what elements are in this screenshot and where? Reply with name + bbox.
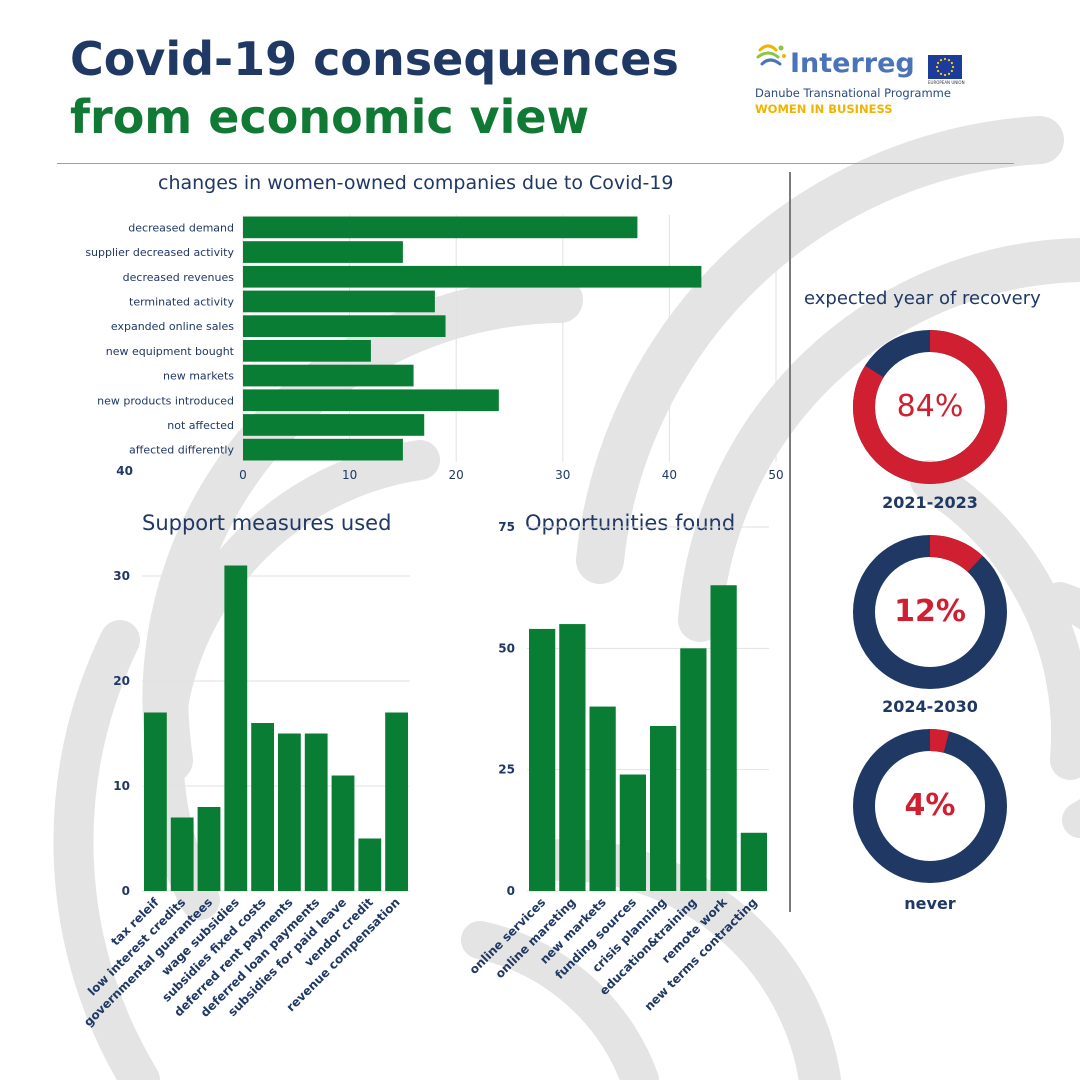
donut-percent-label: 84% xyxy=(896,389,964,424)
bar xyxy=(170,817,194,891)
bar xyxy=(559,624,586,891)
donut-category-label: 2021-2023 xyxy=(882,493,978,512)
category-label: supplier decreased activity xyxy=(85,246,234,259)
x-tick-label: 20 xyxy=(449,468,464,482)
donut-svg xyxy=(853,729,1007,883)
bar xyxy=(224,565,248,891)
y-tick-label: 75 xyxy=(498,520,515,534)
support-chart-title: Support measures used xyxy=(142,511,392,535)
extra-tick-label: 40 xyxy=(116,464,133,478)
changes-chart-title: changes in women-owned companies due to … xyxy=(158,172,674,194)
bar xyxy=(243,241,403,263)
column-divider xyxy=(789,172,791,912)
bar xyxy=(529,628,556,891)
donut-slice xyxy=(853,330,1007,484)
donut-percent-label: 4% xyxy=(904,788,956,823)
eu-flag-icon xyxy=(928,55,962,79)
donut-svg xyxy=(853,535,1007,689)
bar xyxy=(680,648,707,891)
bar xyxy=(243,438,403,461)
y-tick-label: 25 xyxy=(498,763,515,777)
y-tick-label: 50 xyxy=(498,641,515,655)
page-title-line-1: Covid-19 consequences xyxy=(70,32,679,86)
category-label: new markets xyxy=(163,370,234,383)
bar xyxy=(589,706,616,891)
bar xyxy=(243,340,371,362)
project-name: WOMEN IN BUSINESS xyxy=(755,102,893,116)
category-label: decreased revenues xyxy=(123,271,235,284)
bar xyxy=(243,414,425,436)
programme-name: Danube Transnational Programme xyxy=(755,86,951,100)
bar xyxy=(619,774,646,891)
opportunities-chart-title: Opportunities found xyxy=(525,511,736,535)
bar xyxy=(243,315,446,337)
interreg-swirl-icon xyxy=(756,44,786,66)
header-divider xyxy=(57,163,1014,164)
interreg-logo: Interreg EUROPEAN UNION Danube Transnati… xyxy=(752,40,982,120)
y-tick-label: 0 xyxy=(507,884,515,898)
category-label: expanded online sales xyxy=(111,320,234,333)
bar xyxy=(740,832,767,891)
bar xyxy=(243,389,499,412)
bar xyxy=(243,364,414,387)
bar xyxy=(144,712,167,891)
donut-slice xyxy=(853,729,1007,883)
eu-caption: EUROPEAN UNION xyxy=(928,80,965,85)
x-tick-label: 0 xyxy=(239,468,247,482)
recovery-chart-title: expected year of recovery xyxy=(804,288,1041,309)
x-tick-label: 10 xyxy=(342,468,357,482)
recovery-donut: 12% xyxy=(850,532,1010,692)
y-tick-label: 30 xyxy=(113,569,130,583)
bar xyxy=(243,290,435,313)
bar xyxy=(331,775,355,891)
x-tick-label: 50 xyxy=(768,468,783,482)
interreg-wordmark: Interreg xyxy=(790,48,915,79)
recovery-donut: 4% xyxy=(850,726,1010,886)
donut-percent-label: 12% xyxy=(894,594,966,629)
recovery-donut: 84% xyxy=(850,327,1010,487)
category-label: new equipment bought xyxy=(106,345,235,358)
category-label: not affected xyxy=(167,419,234,432)
bar xyxy=(710,585,737,891)
bar xyxy=(243,265,702,288)
bar xyxy=(278,733,301,891)
y-tick-label: 0 xyxy=(122,884,130,898)
y-tick-label: 20 xyxy=(113,674,130,688)
category-label: affected differently xyxy=(129,444,234,457)
category-label: terminated activity xyxy=(129,295,234,308)
bar xyxy=(243,216,638,239)
category-label: new products introduced xyxy=(97,394,234,407)
bar xyxy=(385,712,408,891)
donut-category-label: never xyxy=(904,894,956,913)
donut-svg xyxy=(853,330,1007,484)
x-tick-label: 40 xyxy=(662,468,677,482)
y-tick-label: 10 xyxy=(113,779,130,793)
page-title-line-2: from economic view xyxy=(70,90,590,144)
bar xyxy=(358,838,382,891)
bar xyxy=(197,807,221,891)
category-label: decreased demand xyxy=(128,221,234,234)
bar xyxy=(650,725,677,891)
x-tick-label: 30 xyxy=(555,468,570,482)
bar xyxy=(304,733,328,891)
donut-category-label: 2024-2030 xyxy=(882,697,978,716)
donut-slice xyxy=(853,535,1007,689)
bar xyxy=(251,723,274,891)
